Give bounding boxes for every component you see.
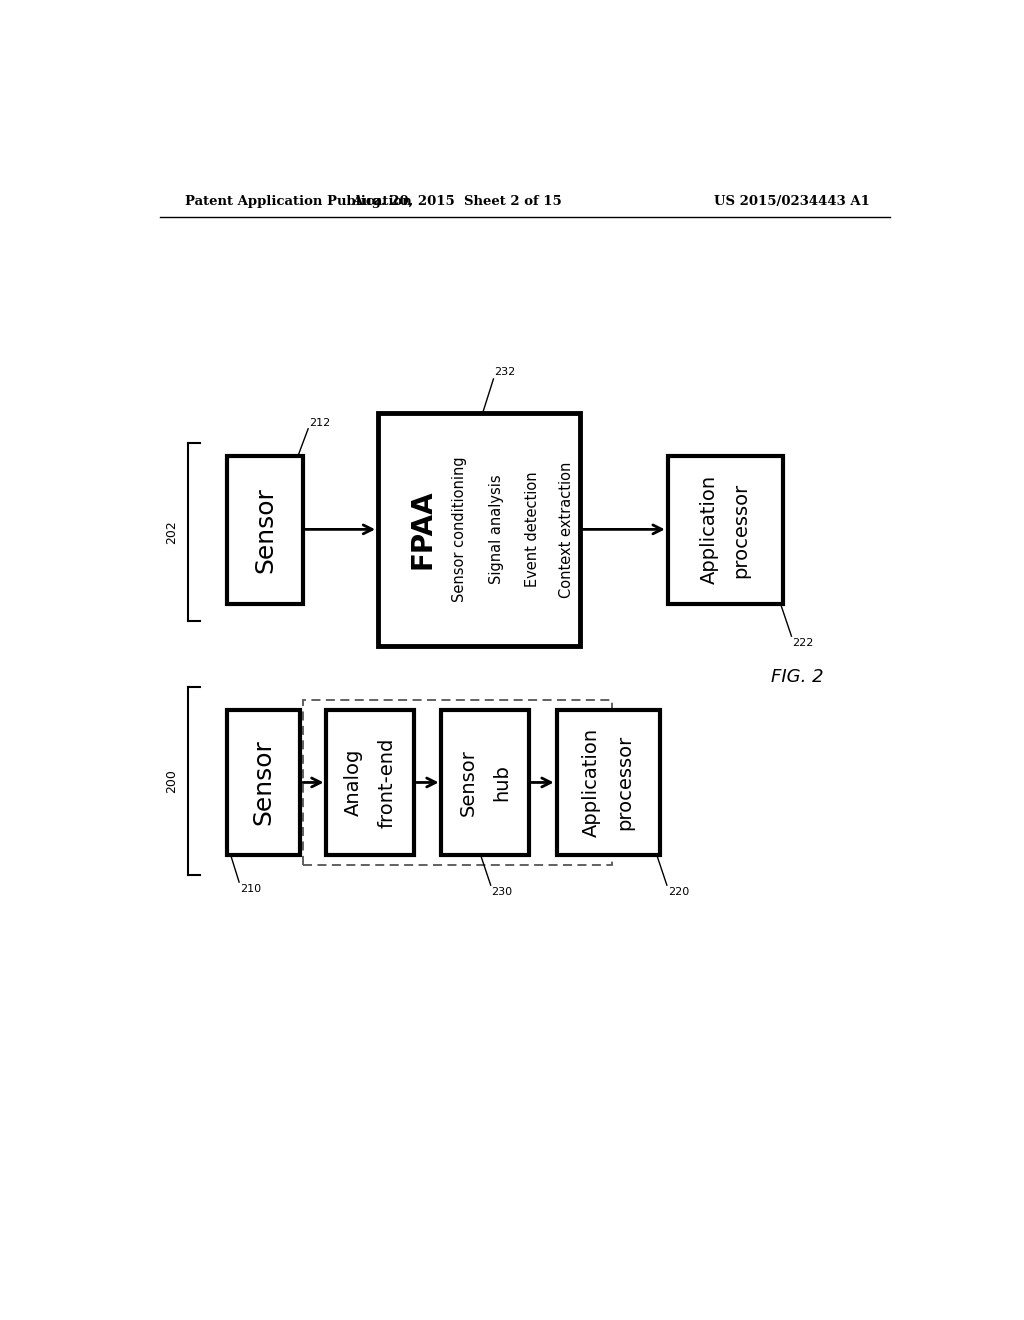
Text: Sensor: Sensor	[252, 739, 275, 825]
Bar	[378, 413, 581, 647]
Text: Signal analysis: Signal analysis	[489, 475, 504, 585]
Text: 232: 232	[495, 367, 515, 378]
Bar	[303, 700, 612, 865]
Bar	[227, 710, 300, 854]
Text: 200: 200	[165, 770, 178, 793]
Text: 212: 212	[309, 417, 330, 428]
Bar	[441, 710, 528, 854]
Bar	[557, 710, 659, 854]
Bar	[327, 710, 414, 854]
Text: Context extraction: Context extraction	[559, 461, 574, 598]
Text: 230: 230	[492, 887, 513, 898]
Bar	[227, 457, 303, 603]
Text: FPAA: FPAA	[408, 490, 436, 569]
Text: hub: hub	[493, 764, 511, 801]
Text: processor: processor	[615, 735, 634, 830]
Text: 220: 220	[668, 887, 689, 898]
Text: US 2015/0234443 A1: US 2015/0234443 A1	[714, 194, 870, 207]
Text: Sensor: Sensor	[459, 748, 478, 816]
Text: processor: processor	[731, 482, 751, 578]
Text: 210: 210	[240, 884, 261, 894]
Text: Event detection: Event detection	[525, 471, 540, 587]
Text: 202: 202	[165, 520, 178, 544]
Text: Sensor conditioning: Sensor conditioning	[452, 457, 467, 602]
Text: Application: Application	[582, 727, 601, 837]
Text: Aug. 20, 2015  Sheet 2 of 15: Aug. 20, 2015 Sheet 2 of 15	[352, 194, 562, 207]
Text: Sensor: Sensor	[253, 487, 276, 573]
Bar	[668, 457, 782, 603]
Text: Application: Application	[699, 475, 719, 585]
Text: Patent Application Publication: Patent Application Publication	[185, 194, 412, 207]
Text: Analog: Analog	[344, 748, 362, 816]
Text: front-end: front-end	[377, 738, 396, 828]
Text: FIG. 2: FIG. 2	[771, 668, 823, 686]
Text: 222: 222	[793, 638, 814, 648]
